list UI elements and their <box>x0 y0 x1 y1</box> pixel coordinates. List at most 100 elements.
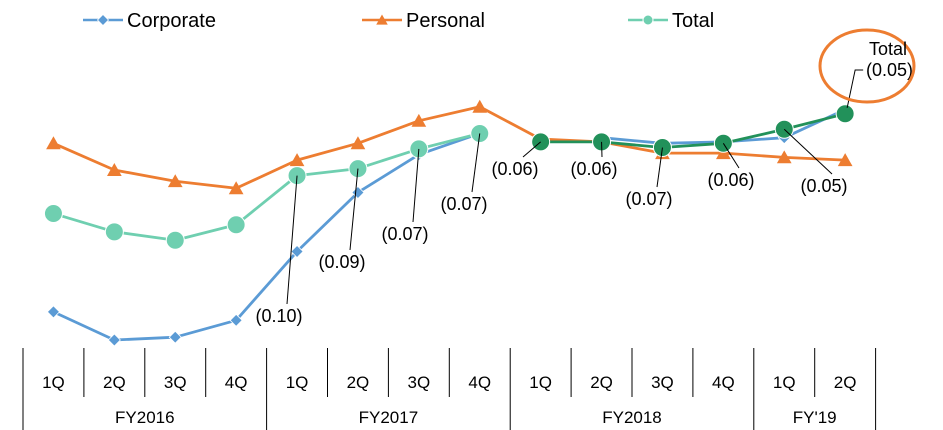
data-point <box>104 222 124 242</box>
series-segment <box>662 141 724 149</box>
callout-title: Total <box>869 39 907 59</box>
callout-circle <box>818 28 916 104</box>
data-point <box>472 99 488 113</box>
leader-line <box>656 147 663 188</box>
series-segment <box>357 147 420 170</box>
data-point <box>411 113 427 127</box>
series-segment <box>114 335 176 342</box>
series-segment <box>235 174 298 226</box>
series-segment <box>52 310 115 342</box>
group-label: FY'19 <box>793 408 837 427</box>
data-point <box>226 215 246 235</box>
series-segment <box>784 155 846 162</box>
series-segment <box>174 223 237 242</box>
point-label: (0.05) <box>866 60 913 80</box>
data-point <box>43 204 63 224</box>
group-label: FY2017 <box>359 408 419 427</box>
tick-label: 3Q <box>164 373 187 392</box>
legend: Corporate Personal Total <box>83 10 714 32</box>
tick-label: 4Q <box>712 373 735 392</box>
series-segment <box>723 151 785 159</box>
point-label: (0.07) <box>625 189 672 209</box>
leader-line <box>349 168 359 251</box>
series-segment <box>783 112 846 131</box>
data-point <box>46 136 61 150</box>
point-label: (0.07) <box>440 194 487 214</box>
leader-line <box>286 175 298 305</box>
series-segment <box>114 168 176 183</box>
series-segment <box>783 108 846 139</box>
point-label: (0.06) <box>570 159 617 179</box>
group-label: FY2016 <box>115 408 175 427</box>
series-segment <box>174 318 237 339</box>
group-label: FY2018 <box>602 408 662 427</box>
series-segment <box>418 105 481 123</box>
series-segment <box>479 105 542 141</box>
tick-label: 1Q <box>286 373 309 392</box>
data-point <box>165 230 185 250</box>
series-segment <box>296 141 359 162</box>
series-total <box>43 123 490 250</box>
leader-line <box>522 141 541 158</box>
legend-label: Total <box>672 10 714 32</box>
legend-entry: Personal <box>362 10 485 32</box>
leader-line <box>722 143 740 169</box>
data-point <box>107 333 121 347</box>
point-label: (0.10) <box>255 306 302 326</box>
tick-label: 1Q <box>42 373 65 392</box>
point-label: (0.05) <box>800 176 847 196</box>
tick-label: 1Q <box>529 373 552 392</box>
data-point <box>228 181 244 195</box>
plot-area <box>43 99 855 347</box>
leader-line <box>846 69 864 108</box>
series-segment <box>296 191 359 253</box>
tick-label: 3Q <box>651 373 674 392</box>
series-segment <box>52 142 115 172</box>
point-label: (0.07) <box>381 224 428 244</box>
tick-label: 2Q <box>347 373 370 392</box>
tick-label: 2Q <box>590 373 613 392</box>
point-label: (0.09) <box>318 252 365 272</box>
tick-label: 2Q <box>834 373 857 392</box>
legend-marker <box>96 13 110 27</box>
series-total <box>531 104 855 158</box>
tick-label: 3Q <box>408 373 431 392</box>
data-point <box>835 104 855 124</box>
series-segment <box>175 179 237 190</box>
data-point <box>837 153 853 167</box>
data-point <box>289 153 305 167</box>
series-segment <box>601 136 663 145</box>
series-segment <box>723 127 785 145</box>
legend-label: Personal <box>406 10 485 32</box>
leader-line <box>783 128 833 175</box>
data-point <box>107 162 122 176</box>
data-point <box>776 150 792 164</box>
leader-line <box>471 133 481 193</box>
series-segment <box>418 132 481 151</box>
legend-entry: Total <box>628 10 714 32</box>
series-segment <box>114 230 176 242</box>
category-axis: FY2016 FY2017 FY2018 FY'19 1Q 2Q 3Q 4Q 1Q 2Q 3Q 4Q 1… <box>22 348 877 430</box>
tick-label: 4Q <box>225 373 248 392</box>
series-segment <box>235 250 299 322</box>
annotations: (0.10)(0.09)(0.07)(0.07)(0.06) (0.06)(0.0… <box>255 28 916 326</box>
point-label: (0.06) <box>707 170 754 190</box>
tick-label: 4Q <box>468 373 491 392</box>
series-segment <box>357 119 420 145</box>
data-point <box>168 330 182 344</box>
series-segment <box>296 167 359 178</box>
legend-entry: Corporate <box>83 10 216 32</box>
data-point <box>229 313 243 327</box>
series-segment <box>53 212 115 234</box>
legend-label: Corporate <box>127 10 216 32</box>
series-segment <box>601 140 663 149</box>
tick-label: 2Q <box>103 373 126 392</box>
legend-marker <box>642 14 654 26</box>
point-label: (0.06) <box>491 159 538 179</box>
series-segment <box>235 158 298 190</box>
data-point <box>167 174 183 188</box>
tick-label: 1Q <box>773 373 796 392</box>
series-segment <box>357 153 420 194</box>
data-point <box>350 136 366 150</box>
